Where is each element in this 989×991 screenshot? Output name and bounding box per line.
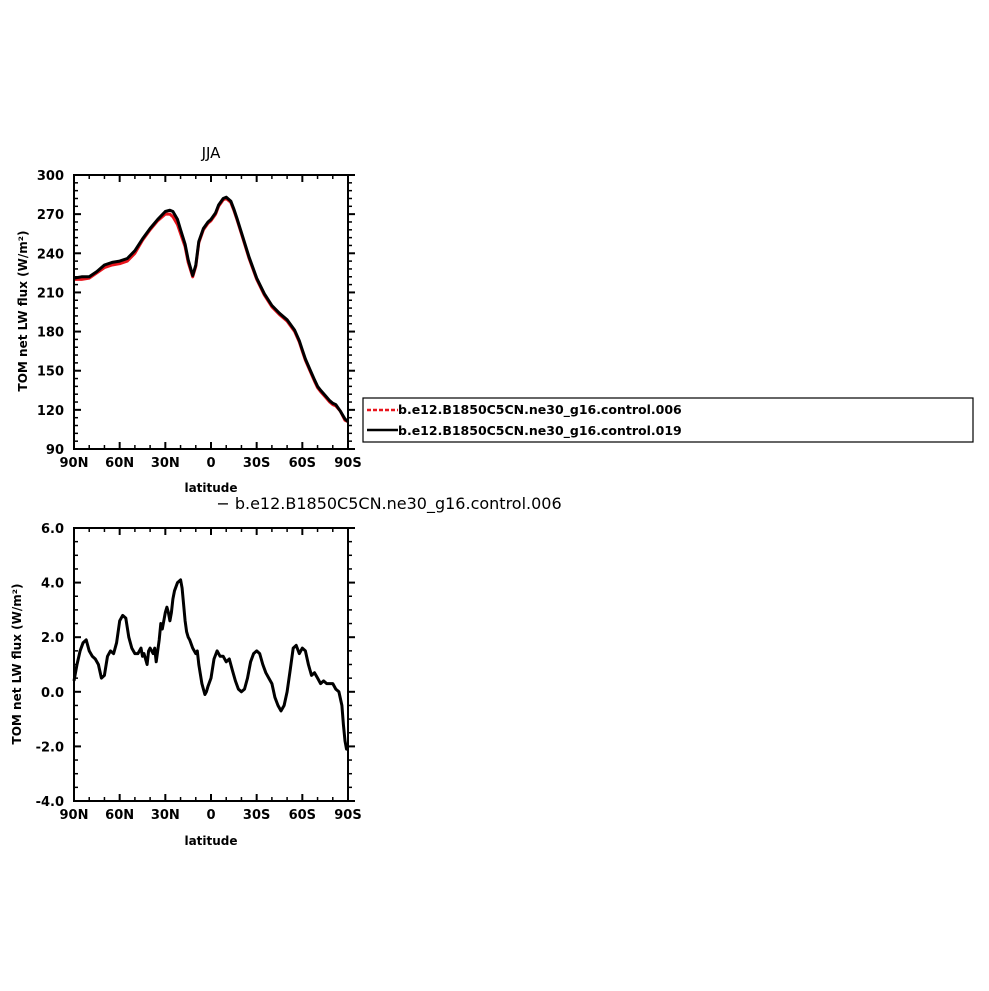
top-x-tick-label: 0 bbox=[206, 456, 215, 471]
bottom-x-tick-label: 90N bbox=[60, 808, 89, 823]
top-plot-frame bbox=[73, 174, 349, 450]
bottom-y-tick-label: 0.0 bbox=[41, 686, 64, 701]
top-panel-title: JJA bbox=[201, 144, 222, 162]
top-y-tick-label: 270 bbox=[37, 208, 64, 223]
top-y-tick-label: 150 bbox=[37, 365, 64, 380]
bottom-x-tick-label: 60S bbox=[289, 808, 316, 823]
legend-entry-019: b.e12.B1850C5CN.ne30_g16.control.019 bbox=[398, 423, 682, 439]
top-panel: JJA latitude TOM net LW flux (W/m²) 90N 6… bbox=[16, 144, 362, 495]
bottom-y-tick-label: 6.0 bbox=[41, 522, 64, 537]
top-x-tick-label: 60N bbox=[105, 456, 134, 471]
top-x-tick-label: 60S bbox=[289, 456, 316, 471]
bottom-x-tick-label: 90S bbox=[334, 808, 361, 823]
top-plot-area bbox=[73, 195, 349, 423]
top-x-tick-label: 30N bbox=[151, 456, 180, 471]
bottom-y-axis-label: TOM net LW flux (W/m²) bbox=[10, 584, 24, 745]
top-y-tick-label: 300 bbox=[37, 169, 64, 184]
top-y-tick-label: 240 bbox=[37, 247, 64, 262]
top-y-tick-label: 210 bbox=[37, 286, 64, 301]
top-x-tick-label: 90S bbox=[334, 456, 361, 471]
bottom-x-tick-label: 30N bbox=[151, 808, 180, 823]
legend-box bbox=[362, 397, 974, 443]
bottom-y-tick-label: 4.0 bbox=[41, 577, 64, 592]
top-x-axis-label: latitude bbox=[184, 481, 237, 495]
top-series-line-1 bbox=[73, 195, 349, 423]
bottom-x-tick-label: 30S bbox=[243, 808, 270, 823]
top-x-tick-label: 90N bbox=[60, 456, 89, 471]
bottom-y-tick-label: 2.0 bbox=[41, 631, 64, 646]
bottom-axis-ticks: 90N 60N 30N 0 30S 60S 90S -4.0 -2.0 0.0 2.0 4.0 6.0 bbox=[36, 522, 362, 823]
bottom-y-tick-label: -2.0 bbox=[36, 740, 64, 755]
bottom-panel: − b.e12.B1850C5CN.ne30_g16.control.006 l… bbox=[10, 494, 562, 848]
top-y-axis-label: TOM net LW flux (W/m²) bbox=[16, 231, 30, 392]
bottom-x-tick-label: 60N bbox=[105, 808, 134, 823]
top-y-tick-label: 180 bbox=[37, 326, 64, 341]
bottom-y-tick-label: -4.0 bbox=[36, 795, 64, 810]
bottom-plot-area bbox=[72, 578, 350, 751]
top-x-tick-label: 30S bbox=[243, 456, 270, 471]
bottom-x-tick-label: 0 bbox=[206, 808, 215, 823]
bottom-x-axis-label: latitude bbox=[184, 834, 237, 848]
top-y-tick-label: 120 bbox=[37, 404, 64, 419]
legend-entry-006: b.e12.B1850C5CN.ne30_g16.control.006 bbox=[398, 402, 682, 418]
legend: b.e12.B1850C5CN.ne30_g16.control.006 b.e… bbox=[362, 397, 974, 443]
top-series-line-0 bbox=[74, 197, 349, 423]
bottom-panel-title: − b.e12.B1850C5CN.ne30_g16.control.006 bbox=[216, 494, 561, 514]
top-y-tick-label: 90 bbox=[46, 443, 64, 458]
top-axis-ticks: 90N 60N 30N 0 30S 60S 90S 90 120 150 180 210 240 270 3… bbox=[37, 169, 362, 471]
bottom-series-line-0 bbox=[72, 578, 350, 751]
